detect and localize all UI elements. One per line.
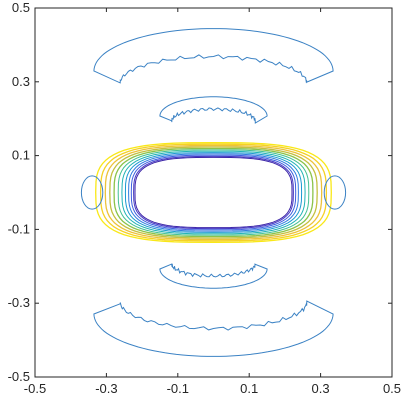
y-tick-label: 0.3 — [12, 74, 30, 89]
central-contour-level-7 — [113, 147, 314, 238]
side-lobe-1 — [323, 175, 347, 210]
central-contour-level-8 — [109, 146, 318, 239]
x-tick-label: -0.1 — [167, 381, 189, 396]
y-tick-label: -0.3 — [8, 295, 30, 310]
contour-outer-arc-top — [93, 28, 334, 84]
y-tick-label: -0.1 — [8, 221, 30, 236]
y-tick-label: -0.5 — [8, 369, 30, 384]
contour-inner-arc-top — [159, 96, 268, 124]
side-lobe-0 — [80, 175, 104, 210]
contour-outer-arc-bottom — [93, 300, 334, 357]
central-contour-level-5 — [121, 150, 306, 235]
central-contour-level-9 — [104, 144, 323, 241]
contour-inner-arc-bottom — [159, 263, 268, 289]
central-contour-level-0 — [134, 156, 293, 229]
x-tick-label: 0.1 — [240, 381, 258, 396]
central-contour-level-1 — [133, 155, 294, 230]
x-tick-label: 0.3 — [312, 381, 330, 396]
central-contour-level-4 — [124, 152, 303, 233]
axes-box — [34, 7, 393, 378]
axes: -0.5 -0.3 -0.1 0.1 0.3 0.5 -0.5 -0.3 -0.1 0.1 0.3 0… — [8, 0, 401, 396]
y-tick-label: 0.1 — [12, 148, 30, 163]
central-contour-level-3 — [128, 153, 299, 232]
plot-area — [80, 28, 347, 357]
central-contour-level-10 — [99, 143, 328, 242]
x-tick-label: 0.5 — [383, 381, 401, 396]
y-tick-label: 0.5 — [12, 0, 30, 15]
x-tick-label: -0.5 — [24, 381, 46, 396]
central-contour-level-11 — [95, 142, 332, 243]
x-tick-label: -0.3 — [95, 381, 117, 396]
central-contour-level-6 — [117, 149, 310, 236]
central-contour-level-2 — [130, 154, 297, 231]
